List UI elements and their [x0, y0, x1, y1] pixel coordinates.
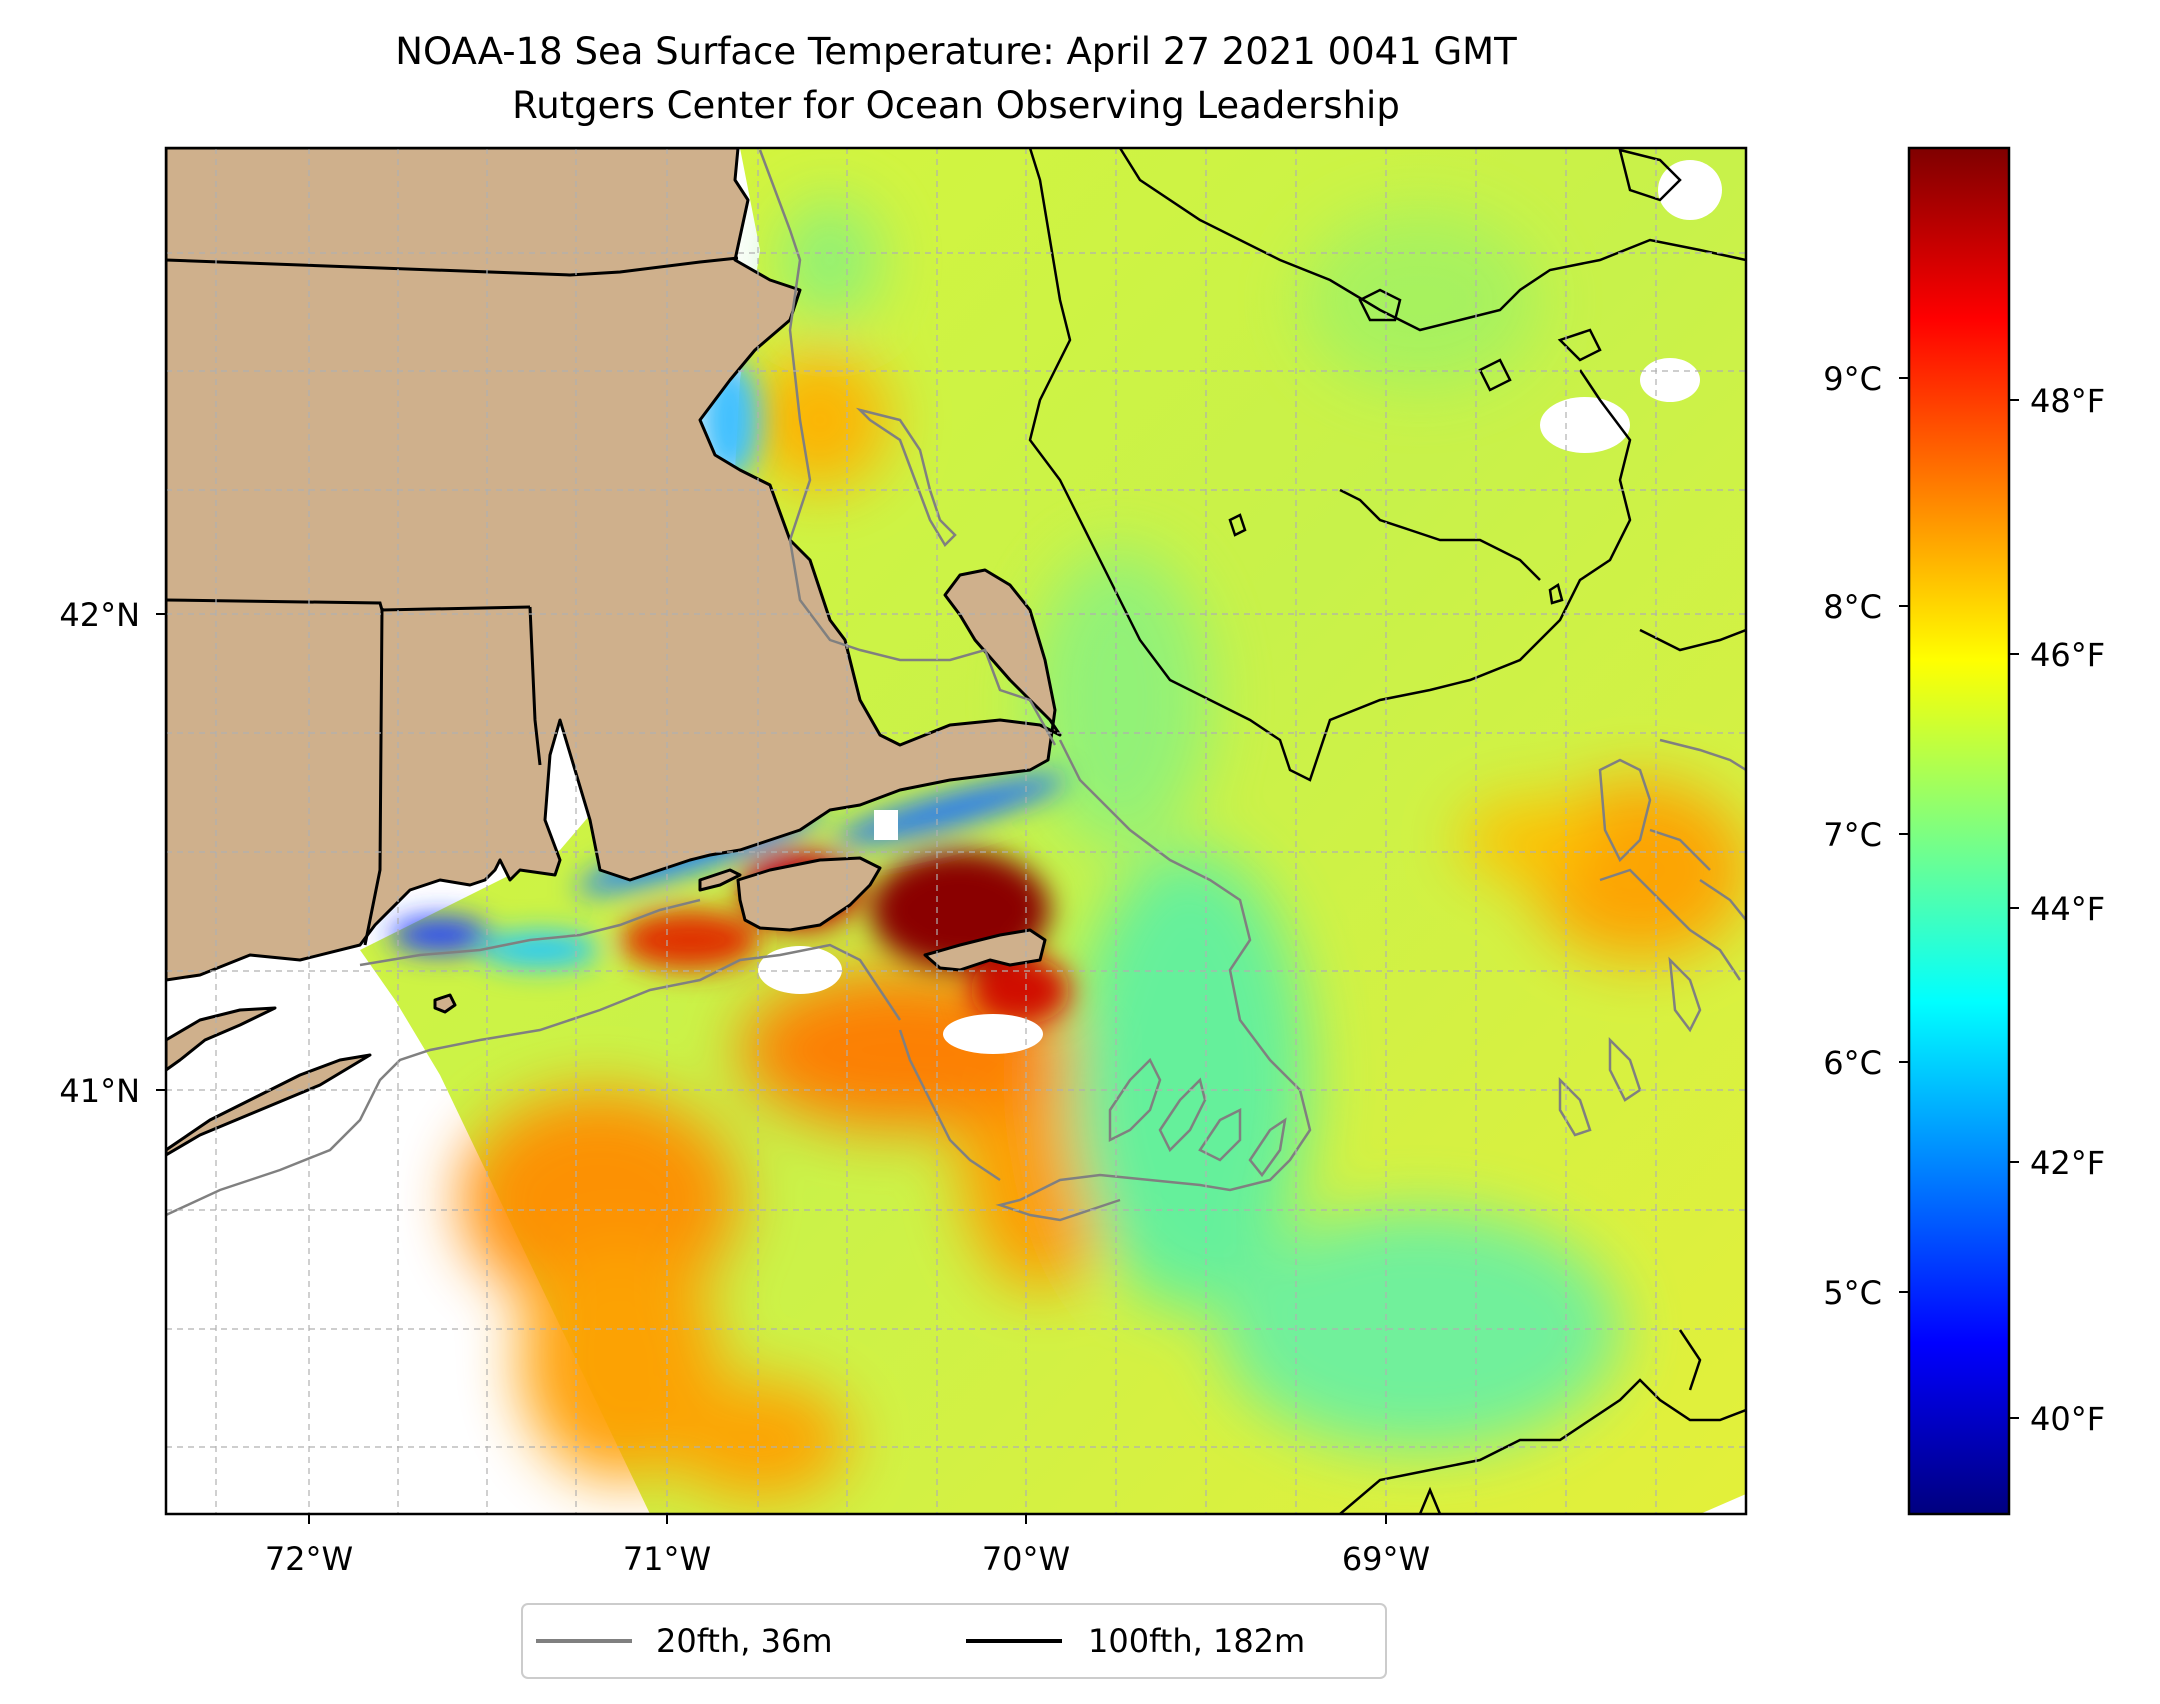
- contour-20fth-georges-2: [1659, 738, 1746, 772]
- land-marthas-vineyard: [736, 856, 882, 932]
- contour-100fth-basin-east: [1639, 628, 1746, 652]
- land-block-island: [433, 993, 457, 1014]
- land-elizabeth-islands: [698, 868, 742, 892]
- x-tick-label-71w: 71°W: [623, 1540, 711, 1578]
- contour-100fth-slope-3: [1418, 1486, 1442, 1514]
- contour-20fth-ridges-2: [1158, 1077, 1207, 1153]
- no-data-cloud-1: [758, 946, 842, 994]
- cool-band-northeast: [1300, 210, 1540, 390]
- contour-20fth-ridges-1: [1108, 1057, 1162, 1143]
- warm-patch-far-south: [670, 1380, 850, 1500]
- contour-20fth-south-sound: [898, 1029, 1001, 1182]
- contour-100fth-jeffreys: [1118, 148, 1746, 332]
- contour-20fth-ridges-3: [1198, 1107, 1242, 1162]
- contour-100fth-slope-2: [1678, 1329, 1702, 1391]
- legend: 20fth, 36m 100fth, 182m: [521, 1603, 1387, 1679]
- contour-20fth-georges-7: [1699, 878, 1746, 921]
- legend-box: [521, 1603, 1387, 1679]
- contour-20fth-ri-sound: [359, 898, 701, 967]
- border-ma-ct-ri: [166, 598, 531, 612]
- colorbar-gradient: [1907, 146, 2011, 1516]
- x-tick-label-70w: 70°W: [982, 1540, 1070, 1578]
- cool-band-north: [1030, 550, 1210, 850]
- graticule: [166, 148, 1746, 1514]
- contour-20fth-georges-8: [1649, 828, 1711, 871]
- contour-100fth-wilkinson: [1339, 488, 1541, 581]
- cbar-c-label-5: 5°C: [1823, 1274, 1882, 1312]
- contours-100fth: [1028, 148, 1746, 1514]
- map-title-line1: NOAA-18 Sea Surface Temperature: April 2…: [395, 30, 1517, 73]
- contour-100fth-island-3: [1557, 328, 1602, 362]
- land: [166, 148, 1062, 1157]
- map-panel: [166, 148, 1746, 1514]
- cool-patch-north-coast: [780, 200, 880, 320]
- y-tick-label-41n: 41°N: [59, 1072, 140, 1110]
- x-tick-label-69w: 69°W: [1342, 1540, 1430, 1578]
- cbar-f-label-46: 46°F: [2030, 636, 2105, 674]
- cold-patch-west: [390, 917, 490, 953]
- warm-patch-south: [460, 1090, 740, 1310]
- legend-label-20fth: 20fth, 36m: [656, 1622, 832, 1660]
- cbar-c-label-6: 6°C: [1823, 1044, 1882, 1082]
- cool-patch-west: [480, 932, 600, 968]
- no-data-cloud-ne-1: [1540, 397, 1630, 453]
- legend-label-100fth: 100fth, 182m: [1088, 1622, 1305, 1660]
- land-new-england: [166, 148, 1062, 982]
- x-tick-label-72w: 72°W: [265, 1540, 353, 1578]
- contour-100fth-gulf-maine-west: [1028, 148, 1632, 782]
- map-frame: [164, 146, 1748, 1516]
- cool-band-center: [1070, 850, 1310, 1310]
- state-borders: [166, 256, 739, 946]
- warm-patch-north: [750, 350, 890, 490]
- contour-20fth-georges-1: [1598, 758, 1652, 863]
- land-long-island: [166, 1053, 372, 1157]
- hot-patch-buzzards: [620, 910, 760, 970]
- cbar-c-label-8: 8°C: [1823, 588, 1882, 626]
- hot-patch-nantucket-east: [970, 955, 1070, 1025]
- cbar-f-label-42: 42°F: [2030, 1144, 2105, 1182]
- cbar-f-label-48: 48°F: [2030, 382, 2105, 420]
- contour-20fth-nantucket-shoals: [995, 739, 1312, 1222]
- y-tick-label-42n: 42°N: [59, 596, 140, 634]
- no-data-cloud-ne-2: [1640, 358, 1700, 402]
- contour-20fth-gulf-maine: [758, 149, 1057, 746]
- contour-100fth-island-4: [1618, 148, 1682, 202]
- contour-20fth-georges-4: [1668, 956, 1702, 1033]
- map-title-line2: Rutgers Center for Ocean Observing Leade…: [512, 84, 1400, 127]
- contour-20fth-georges-5: [1608, 1036, 1642, 1102]
- land-long-island-fork: [166, 1006, 277, 1072]
- warm-patch-east2: [1460, 800, 1600, 880]
- contour-100fth-slope-1: [1339, 1378, 1746, 1514]
- colorbar: 9°C 8°C 7°C 6°C 5°C 48°F 46°F 44°F 42°F …: [1823, 146, 2105, 1516]
- border-ct-ri: [363, 607, 384, 946]
- contours-20fth: [166, 149, 1746, 1222]
- contour-20fth-georges-3: [1599, 868, 1742, 981]
- no-data-cloud-2: [943, 1014, 1043, 1054]
- contour-20fth-stellwagen: [855, 407, 957, 548]
- contour-20fth-west-shelf: [166, 943, 902, 1217]
- cbar-c-label-7: 7°C: [1823, 816, 1882, 854]
- border-ri-ma: [528, 606, 542, 766]
- cbar-f-label-40: 40°F: [2030, 1400, 2105, 1438]
- cbar-c-label-9: 9°C: [1823, 360, 1882, 398]
- contour-100fth-island-5: [1228, 513, 1247, 537]
- contour-100fth-island-1: [1358, 288, 1402, 322]
- contour-20fth-georges-6: [1558, 1076, 1592, 1137]
- border-nh-ma: [166, 256, 739, 277]
- contour-100fth-island-6: [1548, 583, 1564, 605]
- contour-100fth-island-2: [1478, 358, 1512, 392]
- warm-patch-southwest: [520, 1240, 720, 1480]
- no-data-cloud-3: [874, 810, 898, 840]
- axis-ticks: [156, 613, 1387, 1524]
- cool-band-southeast: [1220, 1210, 1620, 1450]
- contour-20fth-ridges-4: [1248, 1117, 1287, 1178]
- cbar-f-label-44: 44°F: [2030, 890, 2105, 928]
- land-nantucket: [923, 928, 1047, 972]
